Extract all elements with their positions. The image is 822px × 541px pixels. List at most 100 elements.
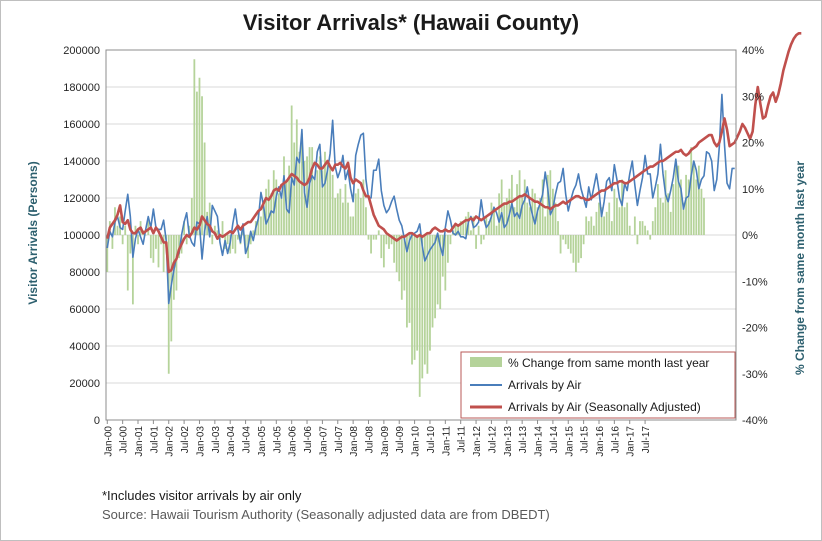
pct-change-bar bbox=[144, 235, 147, 236]
pct-change-bar bbox=[418, 235, 421, 397]
pct-change-bar bbox=[639, 221, 641, 235]
right-axis-title: % Change from same month last year bbox=[793, 161, 807, 375]
pct-change-bar bbox=[167, 235, 170, 374]
pct-change-bar bbox=[272, 170, 275, 235]
pct-change-bar bbox=[203, 142, 206, 235]
pct-change-bar bbox=[265, 188, 267, 235]
x-tick-label: Jul-15 bbox=[580, 426, 591, 454]
pct-change-bar bbox=[608, 202, 611, 235]
pct-change-bar bbox=[116, 225, 119, 235]
pct-change-bar bbox=[385, 235, 388, 245]
pct-change-bar bbox=[137, 235, 139, 245]
pct-change-bar bbox=[162, 235, 165, 272]
pct-change-bar bbox=[344, 184, 347, 235]
pct-change-bar bbox=[605, 211, 608, 235]
x-axis-ticks: Jan-00 Jul-00 Jan-01 Jul-01 Jan-02 Jul-02 Jan-… bbox=[103, 420, 652, 457]
pct-change-bar bbox=[308, 147, 311, 235]
pct-change-bar bbox=[131, 235, 134, 305]
pct-change-bar bbox=[406, 235, 408, 328]
pct-change-bar bbox=[111, 235, 114, 249]
pct-change-bar bbox=[434, 235, 436, 319]
pct-change-bar bbox=[357, 188, 360, 235]
pct-change-bar bbox=[587, 221, 590, 235]
pct-change-bar bbox=[249, 235, 252, 245]
right-tick-label: -10% bbox=[742, 276, 768, 288]
pct-change-bar bbox=[546, 174, 549, 235]
pct-change-bar bbox=[318, 156, 321, 235]
pct-change-bar bbox=[539, 198, 541, 235]
pct-change-bar bbox=[585, 216, 588, 235]
pct-change-bar bbox=[152, 235, 155, 263]
pct-change-bar bbox=[400, 235, 403, 300]
pct-change-bar bbox=[370, 235, 372, 254]
left-tick-label: 0 bbox=[94, 415, 100, 427]
pct-change-bar bbox=[367, 235, 370, 240]
pct-change-bar bbox=[662, 202, 664, 235]
legend-swatch-bar bbox=[470, 357, 502, 367]
pct-change-bar bbox=[311, 147, 314, 235]
pct-change-bar bbox=[685, 174, 687, 235]
pct-change-bar bbox=[334, 198, 337, 235]
pct-change-bar bbox=[482, 235, 485, 240]
pct-change-bar bbox=[690, 147, 693, 235]
pct-change-bar bbox=[654, 207, 657, 235]
x-tick-label: Jul-17 bbox=[641, 426, 652, 454]
left-axis-ticks: 0 20000 40000 60000 80000 100000 120000 140000 1… bbox=[63, 45, 100, 427]
pct-change-bar bbox=[523, 179, 526, 235]
right-tick-label: 10% bbox=[742, 184, 764, 196]
pct-change-bar bbox=[667, 193, 670, 235]
pct-change-bar bbox=[208, 202, 211, 235]
pct-change-bar bbox=[352, 216, 355, 235]
pct-change-bar bbox=[126, 235, 129, 291]
pct-change-bar bbox=[260, 216, 262, 235]
right-tick-label: -20% bbox=[742, 323, 768, 335]
x-tick-label: Jan-17 bbox=[626, 426, 637, 457]
left-tick-label: 80000 bbox=[69, 267, 100, 279]
pct-change-bar bbox=[303, 161, 306, 235]
pct-change-bar bbox=[628, 225, 631, 235]
pct-change-bar bbox=[503, 202, 506, 235]
pct-change-bar bbox=[544, 216, 547, 235]
pct-change-bar bbox=[262, 202, 265, 235]
pct-change-bar bbox=[659, 198, 662, 235]
right-tick-label: 40% bbox=[742, 45, 764, 57]
x-tick-label: Jan-04 bbox=[226, 426, 237, 457]
pct-change-bar bbox=[480, 235, 483, 245]
pct-change-bar bbox=[244, 235, 247, 249]
pct-change-bar bbox=[674, 161, 677, 235]
x-tick-label: Jul-12 bbox=[487, 426, 498, 454]
pct-change-bar bbox=[157, 235, 160, 268]
left-tick-label: 200000 bbox=[63, 45, 100, 57]
pct-change-bar bbox=[280, 198, 283, 235]
pct-change-bar bbox=[459, 221, 462, 235]
pct-change-bar bbox=[375, 235, 378, 240]
pct-change-bar bbox=[275, 179, 278, 235]
pct-change-bar bbox=[444, 235, 447, 291]
pct-change-bar bbox=[270, 193, 273, 235]
pct-change-bar bbox=[592, 225, 595, 235]
left-tick-label: 60000 bbox=[69, 304, 100, 316]
pct-change-bar bbox=[324, 151, 326, 235]
pct-change-bar bbox=[567, 235, 570, 249]
pct-change-bar bbox=[536, 207, 539, 235]
left-tick-label: 40000 bbox=[69, 341, 100, 353]
pct-change-bar bbox=[129, 235, 132, 254]
x-tick-label: Jan-09 bbox=[380, 426, 391, 457]
plot-border bbox=[105, 49, 737, 421]
legend-label-pct-change: % Change from same month last year bbox=[508, 356, 709, 370]
left-tick-label: 180000 bbox=[63, 82, 100, 94]
pct-change-bar bbox=[682, 202, 685, 235]
pct-change-bar bbox=[388, 235, 390, 249]
pct-change-bar bbox=[549, 170, 552, 235]
pct-change-bar bbox=[390, 235, 393, 245]
pct-change-bar bbox=[631, 235, 634, 236]
pct-change-bar bbox=[155, 235, 157, 249]
pct-change-bar bbox=[559, 235, 562, 254]
pct-change-bar bbox=[175, 235, 178, 291]
x-tick-label: Jul-08 bbox=[365, 426, 376, 454]
pct-change-bar bbox=[290, 105, 293, 235]
pct-change-bar bbox=[196, 91, 198, 235]
pct-change-bar bbox=[521, 198, 524, 235]
left-tick-label: 100000 bbox=[63, 230, 100, 242]
pct-change-bar bbox=[416, 235, 419, 351]
